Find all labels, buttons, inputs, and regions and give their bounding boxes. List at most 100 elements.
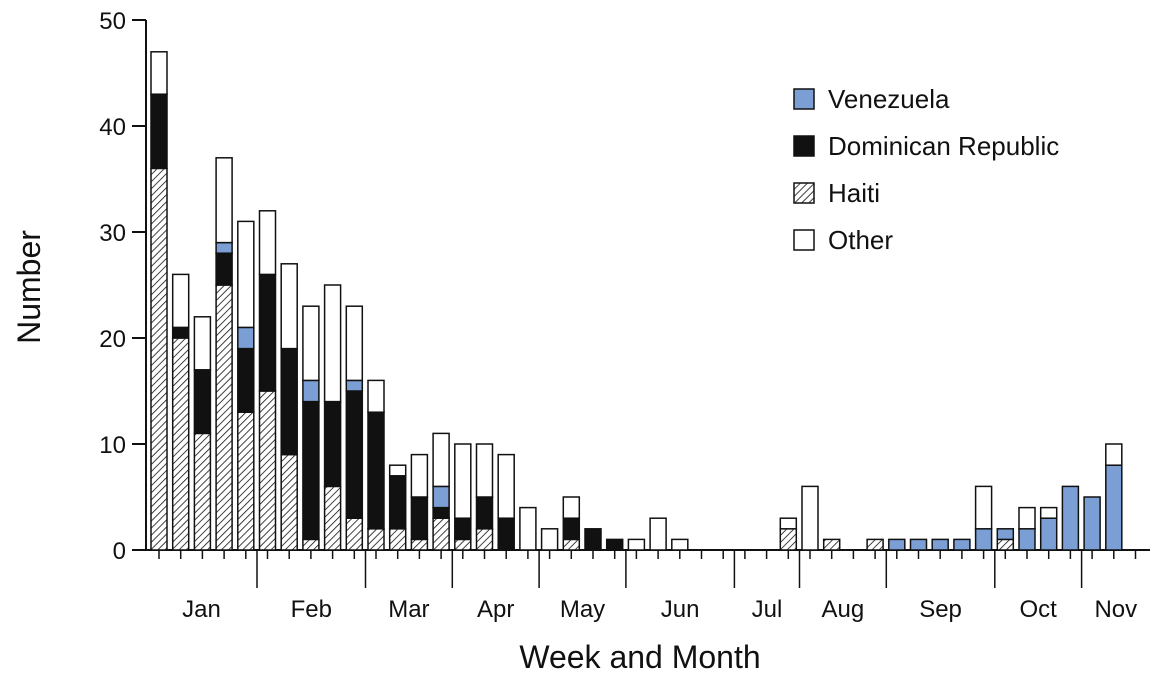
bar-segment-venezuela: [1105, 464, 1123, 551]
legend-swatch-other: [793, 229, 815, 251]
bar-segment-venezuela: [432, 485, 450, 509]
bar-segment-haiti: [432, 517, 450, 551]
bar-segment-dominican: [215, 252, 233, 286]
month-label: Sep: [919, 596, 962, 623]
bar-segment-venezuela: [1039, 517, 1058, 551]
bar-segment-other: [302, 305, 320, 382]
bar-segment-other: [171, 273, 190, 329]
bar-segment-other: [280, 263, 298, 350]
bar-segment-haiti: [454, 538, 472, 551]
bar-segment-other: [562, 496, 581, 519]
bar-segment-venezuela: [974, 528, 993, 551]
bar-segment-venezuela: [1018, 528, 1036, 551]
bar-segment-other: [475, 443, 494, 498]
x-axis: Jan Feb Mar Apr May Jun Jul Aug Sep Oct Nov: [146, 549, 1150, 623]
bar-segment-dominican: [410, 496, 429, 541]
bar-segment-dominican: [367, 411, 385, 530]
bar-segment-haiti: [258, 390, 277, 551]
month-label: Feb: [291, 596, 332, 623]
bar-segment-haiti: [215, 284, 233, 551]
month-label: Jan: [182, 596, 221, 623]
y-tick-label: 0: [113, 538, 126, 565]
bar-segment-dominican: [475, 496, 494, 530]
bar-segment-dominican: [323, 400, 342, 488]
bar-segment-other: [627, 538, 646, 551]
legend-label-haiti: Haiti: [828, 178, 880, 208]
bar-segment-dominican: [193, 369, 212, 435]
bar-segment-haiti: [150, 167, 168, 551]
legend-swatch-venezuela: [793, 88, 815, 110]
bar-segment-other: [367, 379, 385, 413]
legend-label-other: Other: [828, 225, 893, 255]
legend-swatch-haiti: [793, 182, 815, 204]
bar-segment-venezuela: [953, 538, 971, 551]
y-tick-label: 20: [99, 326, 126, 353]
month-label: Aug: [822, 596, 865, 623]
bar-segment-venezuela: [1061, 485, 1080, 551]
bar-segment-haiti: [280, 453, 298, 551]
bar-segment-venezuela: [345, 379, 364, 392]
bar-segment-venezuela: [237, 326, 255, 350]
y-axis-title: Number: [11, 230, 47, 344]
bar-segment-other: [649, 517, 667, 551]
y-axis: 0 10 20 30 40 50: [99, 8, 147, 565]
legend-label-venezuela: Venezuela: [828, 84, 950, 114]
bar-segment-other: [779, 517, 798, 530]
bar-segment-other: [671, 538, 689, 551]
bar-segment-other: [432, 432, 450, 488]
bar-segment-dominican: [302, 400, 320, 541]
bar-segment-haiti: [562, 538, 581, 551]
bar-segment-venezuela: [215, 241, 233, 254]
bar-segment-venezuela: [1083, 496, 1101, 551]
bar-segment-haiti: [866, 538, 884, 551]
bar-segment-other: [323, 284, 342, 403]
bar-segment-dominican: [562, 517, 581, 541]
bar-segment-haiti: [388, 528, 407, 551]
bar-segment-dominican: [258, 273, 277, 392]
month-label: Mar: [388, 596, 429, 623]
bar-segment-other: [1018, 506, 1036, 530]
bar-segment-haiti: [822, 538, 841, 551]
bar-segment-haiti: [410, 538, 429, 551]
month-label: Jul: [752, 596, 783, 623]
y-tick-label: 40: [99, 114, 126, 141]
bar-segment-haiti: [193, 432, 212, 551]
bar-segment-haiti: [237, 411, 255, 551]
bar-segment-dominican: [237, 347, 255, 413]
bar-segment-haiti: [367, 528, 385, 551]
bar-segment-dominican: [280, 347, 298, 456]
bar-segment-venezuela: [931, 538, 949, 551]
y-tick-label: 10: [99, 432, 126, 459]
bar-segment-other: [258, 210, 277, 276]
bar-segment-dominican: [584, 528, 602, 551]
month-label: Jun: [661, 596, 700, 623]
y-tick-label: 50: [99, 8, 126, 35]
bar-segment-other: [1039, 506, 1058, 519]
bar-segment-dominican: [345, 390, 364, 519]
bar-segment-dominican: [150, 93, 168, 170]
bar-segment-other: [974, 485, 993, 530]
bar-segment-venezuela: [888, 538, 906, 551]
bar-segment-other: [193, 316, 212, 371]
bars: [150, 51, 1123, 551]
bar-segment-dominican: [388, 475, 407, 530]
bar-segment-venezuela: [909, 538, 928, 551]
bar-segment-haiti: [779, 528, 798, 551]
x-axis-title: Week and Month: [519, 639, 760, 675]
bar-segment-haiti: [996, 538, 1015, 551]
bar-segment-dominican: [605, 538, 624, 551]
bar-segment-venezuela: [996, 528, 1015, 541]
bar-segment-haiti: [345, 517, 364, 551]
legend-label-dominican: Dominican Republic: [828, 131, 1059, 161]
bar-segment-other: [388, 464, 407, 477]
bar-segment-other: [150, 51, 168, 95]
bar-segment-haiti: [475, 528, 494, 551]
bar-segment-venezuela: [302, 379, 320, 403]
bar-segment-other: [345, 305, 364, 382]
bar-segment-other: [497, 453, 515, 519]
bar-segment-other: [801, 485, 819, 551]
bar-segment-other: [410, 453, 429, 498]
bar-segment-dominican: [171, 326, 190, 339]
bar-segment-dominican: [454, 517, 472, 541]
bar-segment-other: [215, 157, 233, 244]
